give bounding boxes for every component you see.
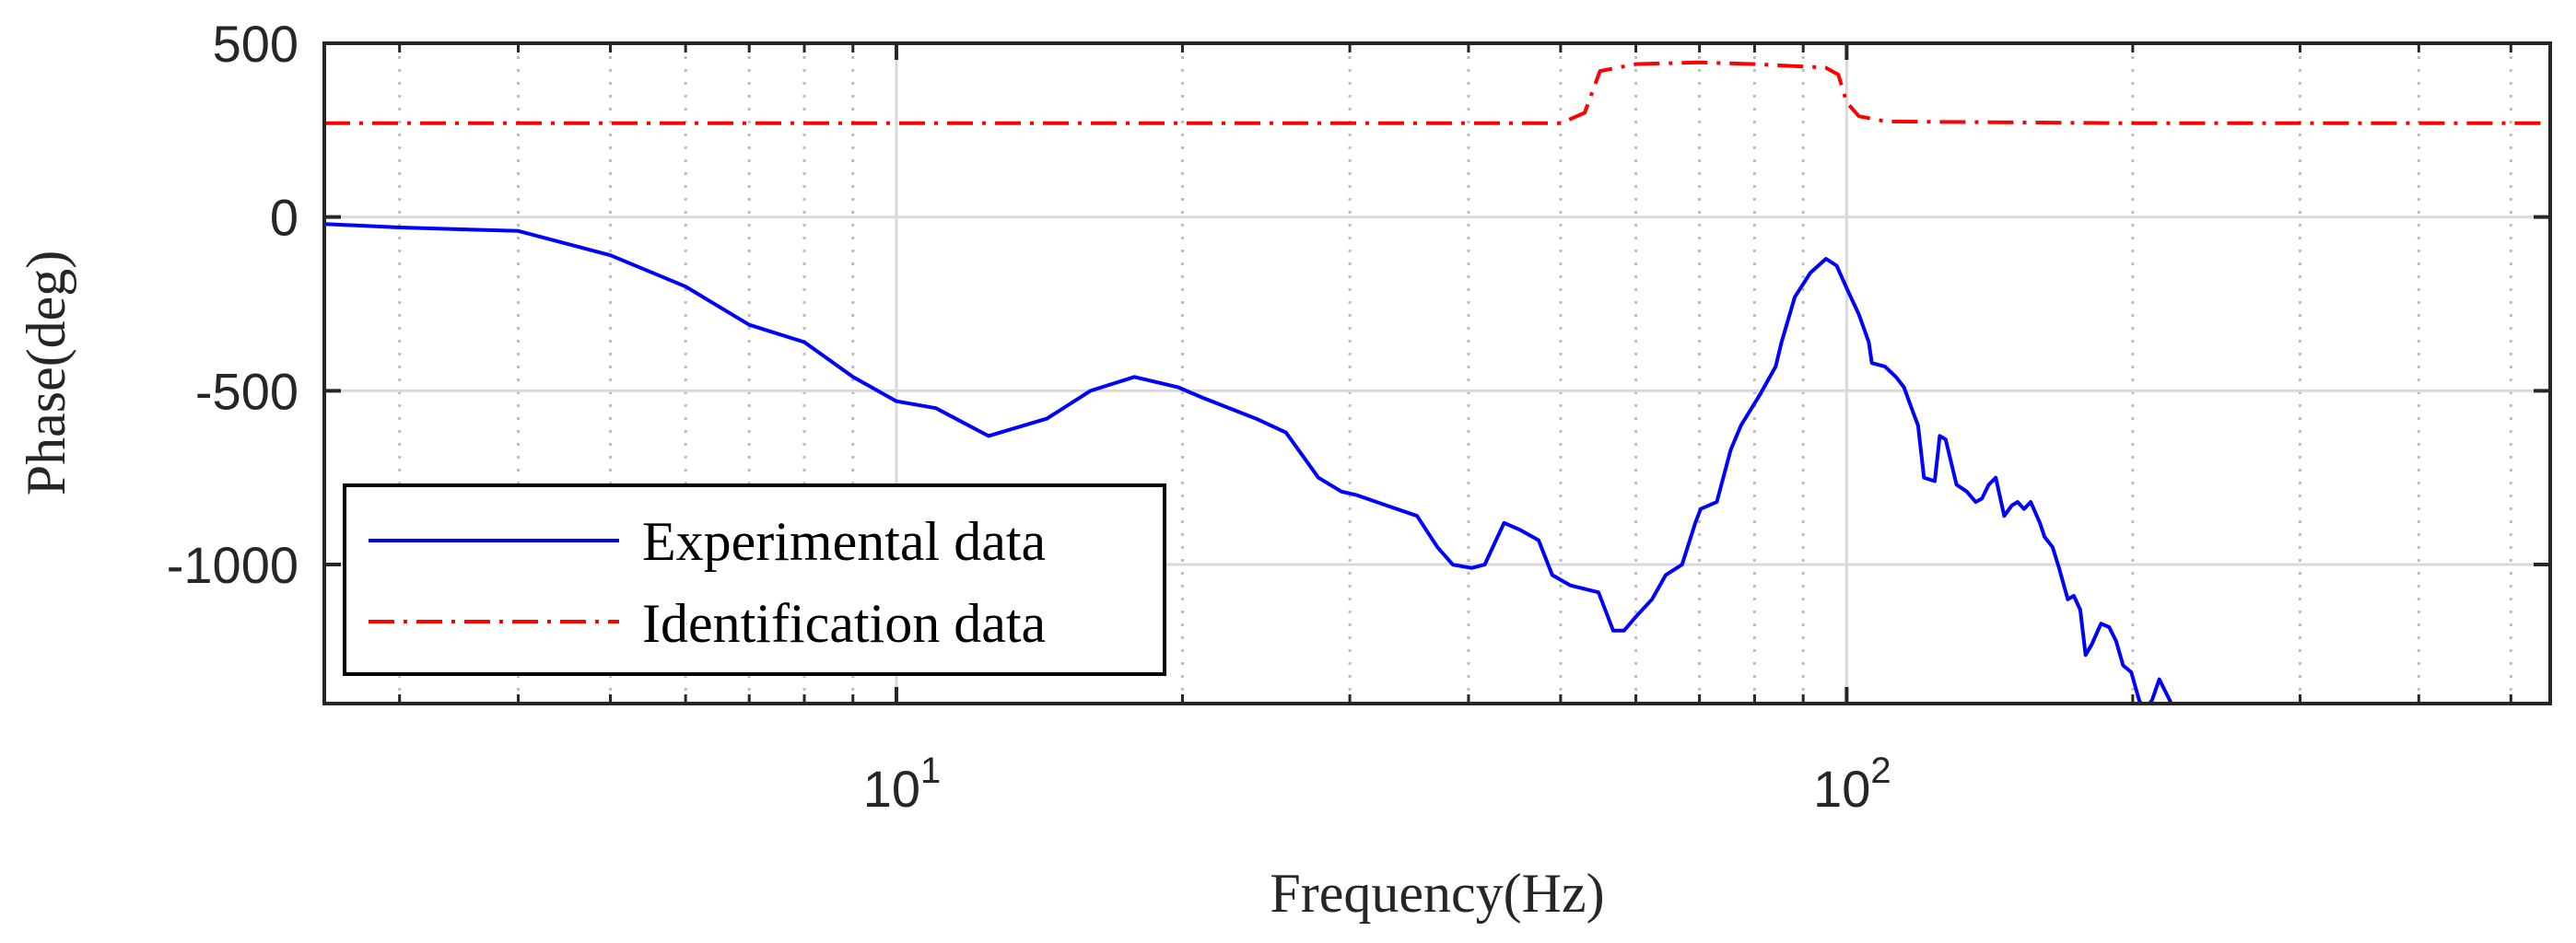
- y-tick-label: -500: [195, 362, 299, 420]
- series-line-identification: [324, 60, 2550, 125]
- y-axis-title: Phase(deg): [16, 250, 76, 496]
- y-tick-label: 500: [213, 15, 299, 73]
- y-tick-label: -1000: [167, 536, 299, 594]
- x-tick-label-exponent: 2: [1870, 751, 1891, 791]
- x-tick-label-base: 10: [863, 760, 920, 818]
- legend: Experimental data Identification data: [343, 483, 1166, 676]
- legend-label-identification: Identification data: [642, 593, 1046, 654]
- x-tick-label: 101: [863, 751, 942, 818]
- series-layer: [324, 60, 2550, 704]
- plot-frame: [322, 41, 2552, 705]
- x-axis-title: Frequency(Hz): [1270, 863, 1604, 924]
- y-tick-label: 0: [270, 189, 299, 247]
- series-line-experimental: [324, 222, 2173, 704]
- x-tick-label: 102: [1813, 751, 1891, 818]
- legend-label-experimental: Experimental data: [642, 511, 1046, 572]
- legend-box: [343, 483, 1166, 676]
- x-tick-label-exponent: 1: [920, 751, 941, 791]
- ticks: [324, 41, 2550, 704]
- x-tick-label-base: 10: [1813, 760, 1870, 818]
